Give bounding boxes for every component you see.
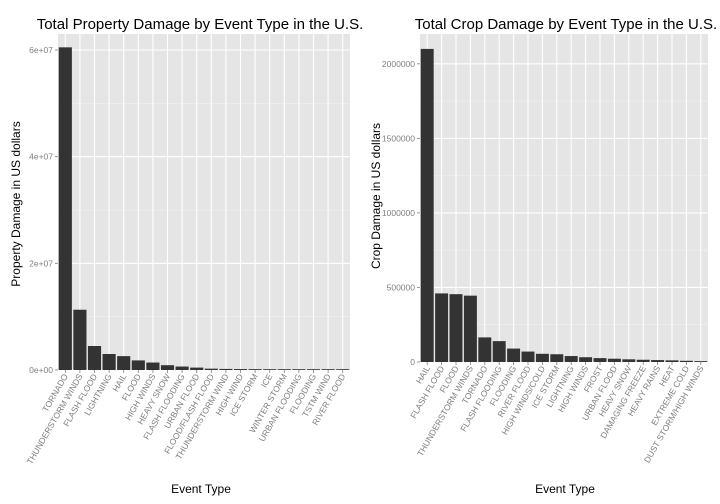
bar-crop-dust-storm-high-winds — [694, 361, 708, 362]
bar-crop-river-flood — [521, 351, 535, 362]
y-axis-label-property: Property Damage in US dollars — [9, 121, 23, 286]
bar-property-flash-flooding — [175, 366, 189, 370]
y-tick-label-property: 6e+07 — [29, 45, 53, 55]
bar-crop-urban-flood — [607, 358, 621, 362]
bar-property-thunderstorm-winds — [73, 309, 87, 370]
y-tick-label-crop: 0 — [410, 357, 415, 367]
bar-crop-damaging-freeze — [636, 359, 650, 362]
bar-crop-lightning — [564, 356, 578, 362]
bar-crop-flash-flooding — [492, 341, 506, 362]
bar-crop-frost — [593, 358, 607, 362]
plot-panel-crop — [420, 34, 708, 362]
y-tick-label-property: 0e+00 — [29, 365, 53, 375]
y-tick-label-property: 2e+07 — [29, 258, 53, 268]
bar-property-heavy-snow — [160, 365, 175, 370]
x-axis-label-crop: Event Type — [535, 482, 595, 496]
bar-property-river-flood — [336, 369, 350, 370]
bar-property-urban-flood — [190, 367, 204, 370]
property-damage-chart: 0e+002e+074e+076e+07TORNADOTHUNDERSTORM … — [9, 16, 363, 496]
bar-crop-thunderstorm-winds — [463, 295, 477, 362]
bar-crop-high-winds — [579, 357, 593, 362]
bar-property-high-winds — [146, 362, 160, 370]
x-axis-label-property: Event Type — [171, 482, 231, 496]
bar-property-flood-flash-flood — [204, 368, 218, 370]
bar-crop-flooding — [507, 348, 521, 362]
bar-crop-flash-flood — [435, 293, 449, 362]
bar-property-hail — [117, 356, 131, 370]
y-tick-label-crop: 500000 — [387, 282, 416, 292]
bar-property-flood — [131, 360, 145, 370]
bar-crop-heavy-rains — [651, 360, 665, 362]
bar-property-lightning — [102, 354, 116, 370]
bar-property-ice-storm — [248, 369, 262, 370]
bar-crop-high-winds-cold — [535, 353, 549, 362]
bar-crop-flood — [449, 294, 463, 362]
bar-property-flooding — [306, 369, 321, 370]
bar-crop-extreme-cold — [679, 360, 693, 362]
bar-crop-heavy-snow — [622, 359, 636, 362]
y-tick-label-crop: 1000000 — [382, 208, 415, 218]
y-tick-label-property: 4e+07 — [29, 152, 53, 162]
bar-property-tornado — [58, 47, 72, 370]
bar-crop-tornado — [478, 337, 492, 362]
plot-panel-property — [58, 34, 350, 370]
chart-title-property: Total Property Damage by Event Type in t… — [37, 16, 364, 33]
y-tick-label-crop: 1500000 — [382, 133, 415, 143]
bar-property-ice — [263, 369, 277, 370]
bar-crop-hail — [420, 48, 434, 363]
bar-crop-heat — [665, 360, 679, 362]
bar-property-urban-flooding — [292, 369, 306, 370]
y-tick-label-crop: 2000000 — [382, 59, 415, 69]
bar-property-flash-flood — [87, 346, 102, 370]
bar-property-thunderstorm-wind — [219, 368, 233, 370]
bar-property-tstm-wind — [321, 369, 335, 370]
chart-title-crop: Total Crop Damage by Event Type in the U… — [415, 16, 717, 33]
bar-crop-ice-storm — [550, 354, 564, 362]
bar-property-winter-storm — [277, 369, 291, 370]
y-axis-label-crop: Crop Damage in US dollars — [369, 123, 383, 269]
bar-property-high-wind — [233, 369, 248, 370]
